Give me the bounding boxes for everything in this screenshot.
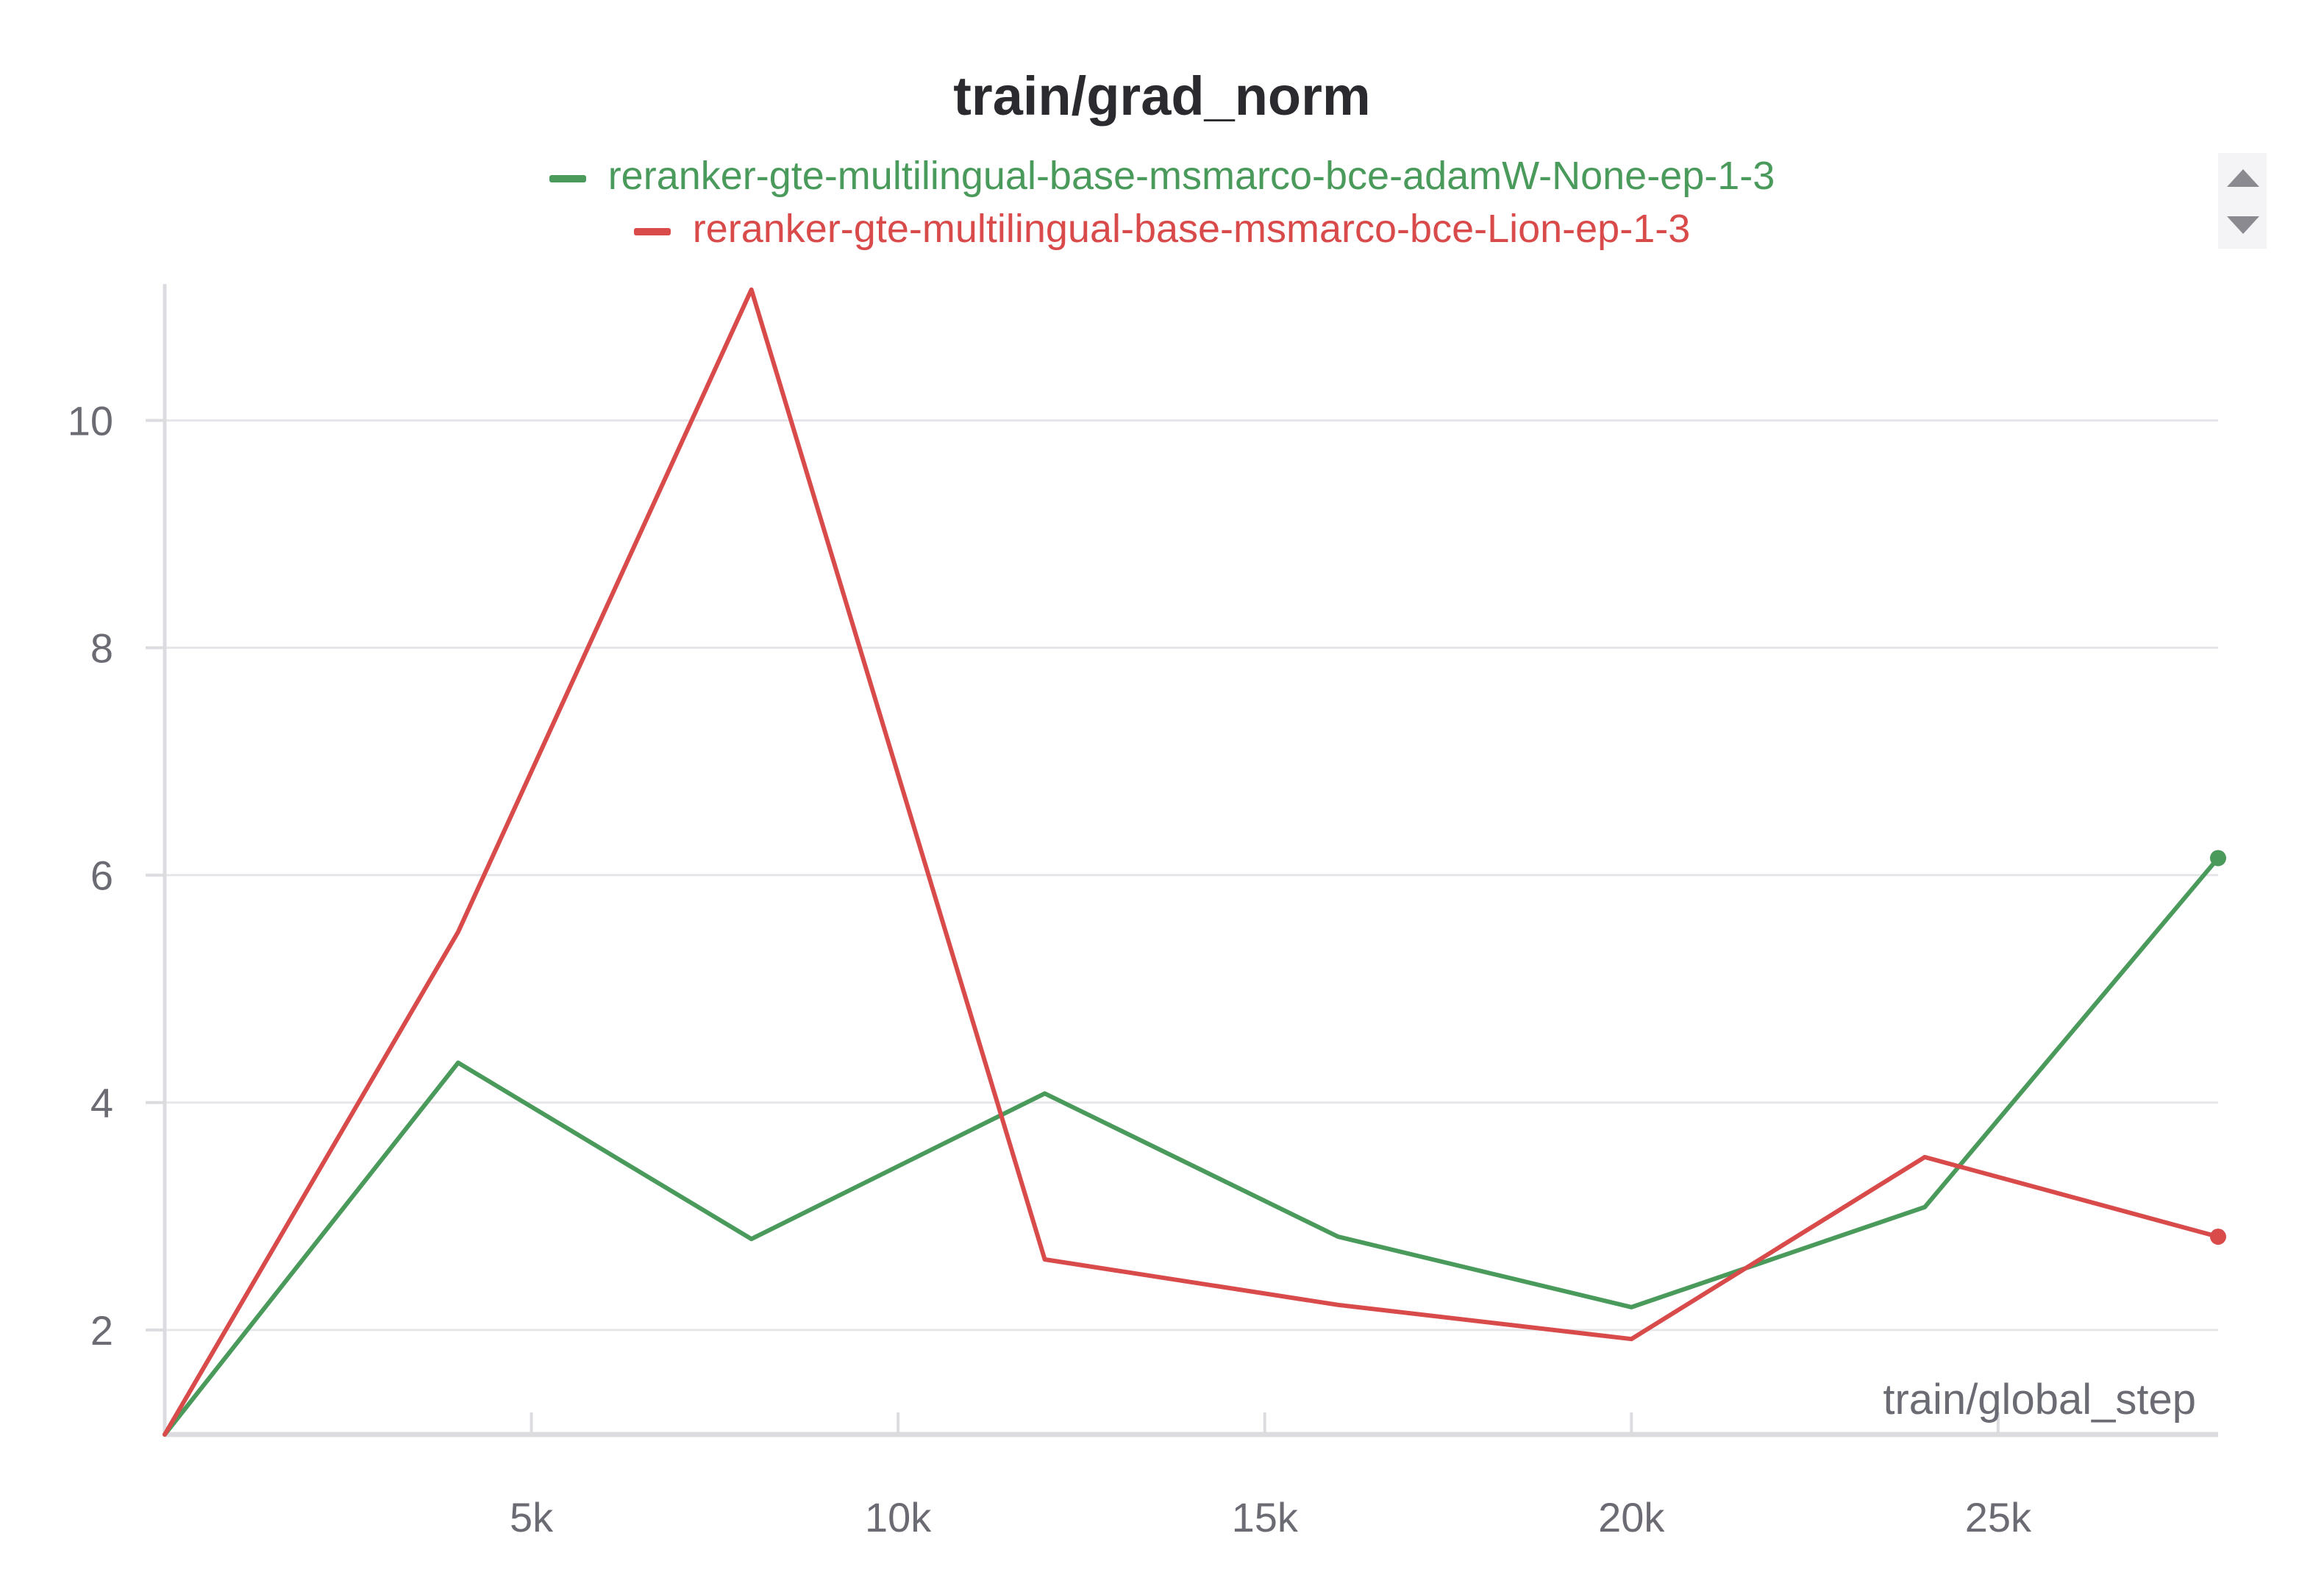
legend-swatch-adamw: [549, 174, 586, 182]
series-line-0: [163, 856, 2220, 1437]
legend-scroll: [2218, 153, 2267, 249]
series-line-1: [163, 287, 2220, 1437]
scroll-down-icon[interactable]: [2227, 216, 2259, 234]
legend-label-adamw: reranker-gte-multilingual-base-msmarco-b…: [607, 154, 1775, 198]
y-tick-label: 10: [68, 397, 113, 444]
series-end-point-1: [2210, 1229, 2226, 1245]
scroll-up-icon[interactable]: [2227, 169, 2259, 187]
x-tick-label: 20k: [1598, 1494, 1665, 1540]
y-tick-label: 8: [90, 625, 113, 672]
x-axis-title: train/global_step: [1883, 1376, 2196, 1423]
y-tick-label: 4: [90, 1080, 113, 1126]
x-tick-label: 25k: [1965, 1494, 2032, 1540]
y-tick-label: 6: [90, 853, 113, 899]
x-tick-label: 10k: [865, 1494, 932, 1540]
legend-item-adamw[interactable]: reranker-gte-multilingual-base-msmarco-b…: [0, 153, 2324, 199]
x-tick-label: 15k: [1232, 1494, 1299, 1540]
x-tick-label: 5k: [510, 1494, 554, 1540]
series-end-point-0: [2210, 850, 2226, 867]
y-tick-label: 2: [90, 1307, 113, 1354]
legend-item-lion[interactable]: reranker-gte-multilingual-base-msmarco-b…: [0, 206, 2324, 252]
legend-swatch-lion: [633, 227, 671, 235]
legend-label-lion: reranker-gte-multilingual-base-msmarco-b…: [692, 207, 1691, 251]
chart-title: train/grad_norm: [953, 65, 1371, 127]
